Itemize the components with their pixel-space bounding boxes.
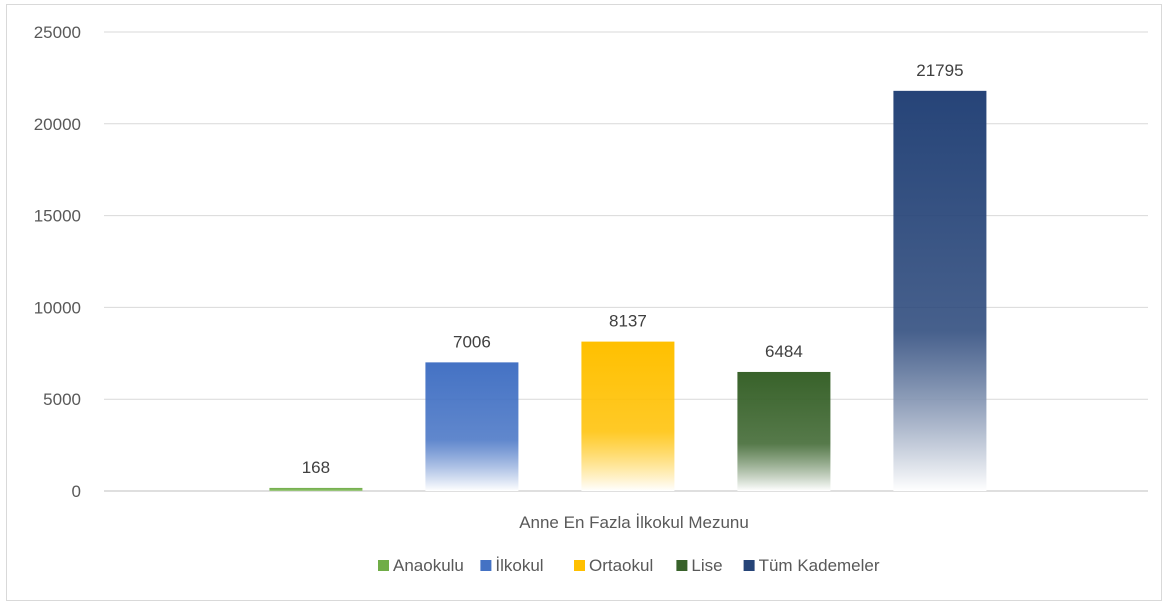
y-tick-label: 20000 [34,115,81,134]
bar-lise [737,371,831,491]
legend-item: Ortaokul [574,556,653,575]
data-label: 7006 [453,332,491,351]
data-labels: 168 7006 8137 6484 21795 [302,61,964,477]
legend: Anaokulu İlkokul Ortaokul Lise Tüm Kademeler [378,556,880,575]
y-axis-tick-labels: 0 5000 10000 15000 20000 25000 [34,23,81,501]
x-category-label: Anne En Fazla İlkokul Mezunu [519,513,749,532]
y-tick-label: 15000 [34,207,81,226]
legend-item: Lise [676,556,723,575]
y-tick-label: 25000 [34,23,81,42]
data-label: 168 [302,458,330,477]
y-tick-label: 5000 [43,390,81,409]
legend-swatch [574,560,585,571]
legend-item: Anaokulu [378,556,464,575]
legend-swatch [480,560,492,571]
bar-chart: 0 5000 10000 15000 20000 25000 168 7006 8137 648… [34,23,1148,575]
y-tick-label: 0 [72,482,81,501]
legend-label: İlkokul [495,556,543,575]
bar-tüm-kademeler [893,90,987,491]
data-label: 6484 [765,342,803,361]
legend-item: Tüm Kademeler [743,556,880,575]
category-axis: Anne En Fazla İlkokul Mezunu [519,513,749,532]
legend-swatch [743,560,755,571]
legend-label: Tüm Kademeler [759,556,880,575]
legend-label: Ortaokul [589,556,653,575]
legend-item: İlkokul [480,556,544,575]
bar-i̇lkokul [425,362,519,491]
legend-swatch [676,560,688,571]
bar-ortaokul [581,341,675,491]
legend-label: Anaokulu [393,556,464,575]
legend-swatch [378,560,389,571]
y-tick-label: 10000 [34,298,81,317]
chart-frame: 0 5000 10000 15000 20000 25000 168 7006 8137 648… [6,4,1162,601]
data-label: 21795 [916,61,963,80]
legend-label: Lise [691,556,722,575]
bar-anaokulu [269,487,363,491]
data-label: 8137 [609,312,647,331]
bars [269,90,987,491]
